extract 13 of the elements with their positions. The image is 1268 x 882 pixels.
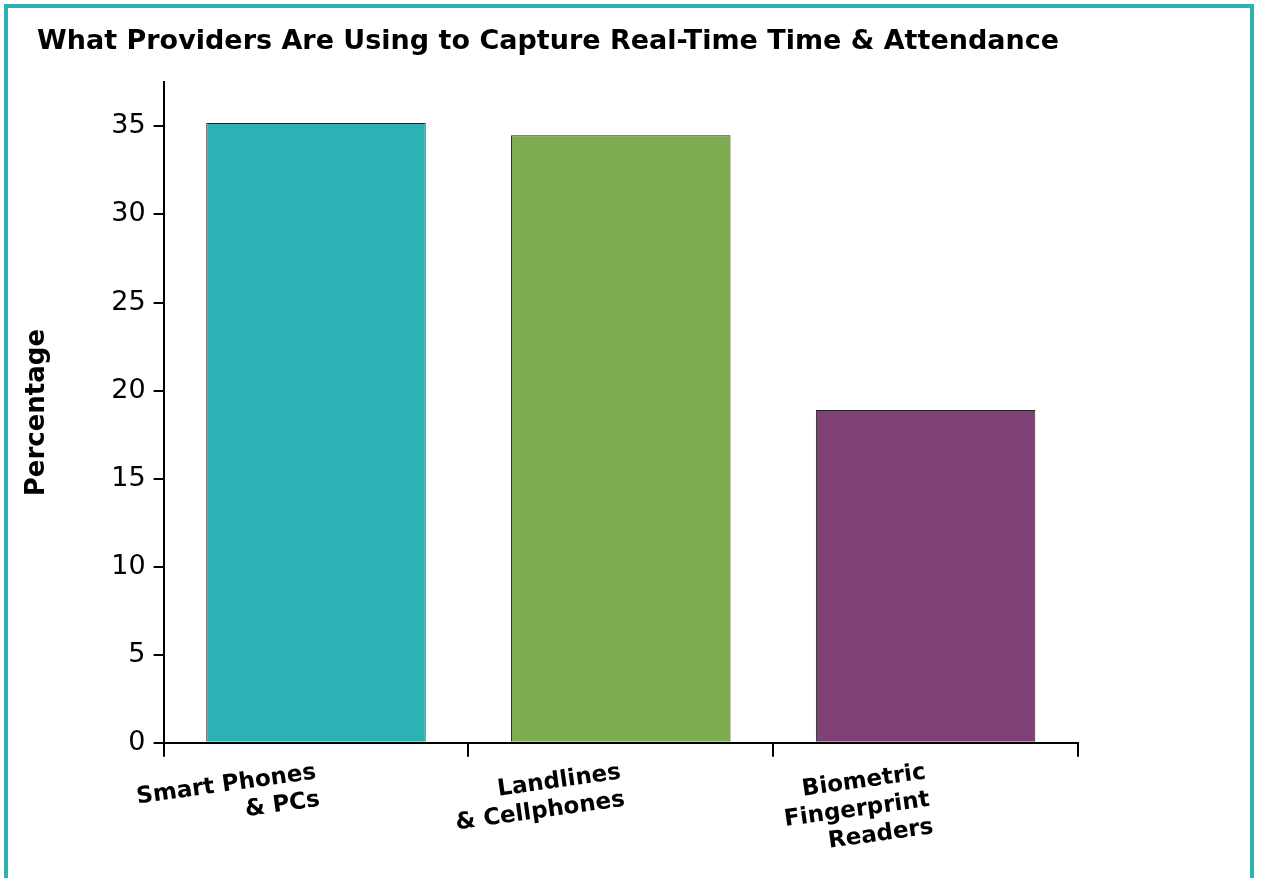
chart-title: What Providers Are Using to Capture Real-Time Time & Attendance [36,24,1060,56]
y-tick-label: 0 [128,724,146,756]
y-tick-label: 35 [111,108,146,140]
y-tick-label: 25 [111,284,146,316]
y-axis-title: Percentage [20,328,51,497]
x-tick-label: Smart Phones & PCs [134,757,322,822]
y-tick-label: 5 [128,636,146,668]
y-tick-label: 20 [111,372,146,404]
y-tick-label: 15 [111,460,146,492]
x-tick-label: Landlines & Cellphones [453,757,627,835]
y-tick-label: 30 [111,196,146,228]
x-tick-label: Biometric Fingerprint Readers [782,757,935,853]
y-tick-label: 10 [111,548,146,580]
